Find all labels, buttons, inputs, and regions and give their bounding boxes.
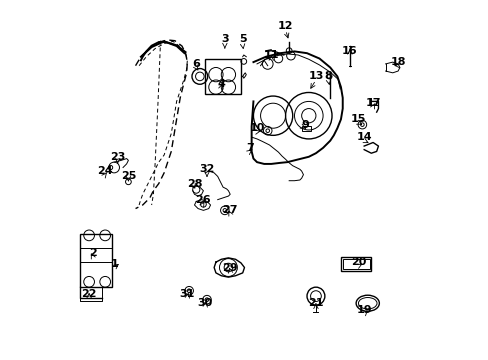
Text: 27: 27: [222, 205, 238, 215]
Text: 21: 21: [307, 298, 323, 308]
Text: 24: 24: [97, 166, 113, 176]
Text: 20: 20: [350, 257, 366, 267]
Text: 22: 22: [81, 289, 97, 299]
Text: 12: 12: [277, 21, 293, 31]
Text: 6: 6: [192, 59, 200, 69]
Text: 5: 5: [239, 34, 246, 44]
Text: 7: 7: [245, 143, 253, 153]
Text: 25: 25: [121, 171, 136, 181]
Text: 9: 9: [301, 120, 308, 130]
Text: 19: 19: [356, 305, 371, 315]
Text: 23: 23: [110, 152, 125, 162]
Text: 30: 30: [197, 298, 212, 308]
Text: 1: 1: [110, 259, 118, 269]
Text: 14: 14: [356, 132, 371, 142]
Text: 10: 10: [249, 123, 264, 133]
Text: 18: 18: [389, 57, 405, 67]
Text: 28: 28: [186, 179, 202, 189]
Text: 15: 15: [350, 114, 366, 124]
Text: 2: 2: [89, 248, 96, 258]
Text: 4: 4: [217, 78, 225, 89]
Text: 29: 29: [222, 262, 238, 273]
Text: 31: 31: [179, 289, 195, 299]
Bar: [342, 258, 369, 269]
Bar: [301, 126, 310, 131]
Bar: [205, 59, 241, 94]
Bar: [340, 257, 370, 271]
Text: 11: 11: [263, 50, 279, 60]
Text: 26: 26: [195, 195, 211, 204]
Text: 3: 3: [221, 34, 228, 44]
Text: 13: 13: [307, 71, 323, 81]
Text: 16: 16: [342, 46, 357, 57]
Bar: [80, 234, 112, 287]
Text: 17: 17: [365, 98, 380, 108]
Text: 32: 32: [199, 164, 214, 174]
Text: 8: 8: [324, 71, 332, 81]
